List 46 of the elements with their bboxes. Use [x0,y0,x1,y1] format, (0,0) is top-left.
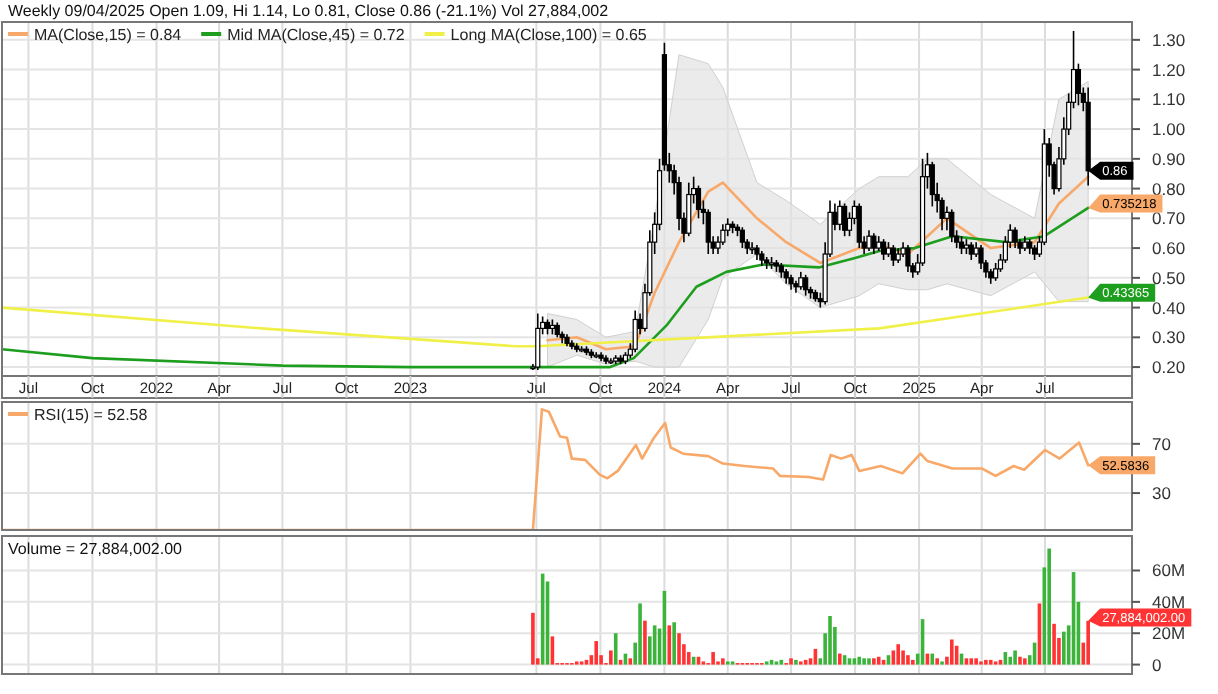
y-tick-label: 0.90 [1152,148,1186,169]
y-tick-label: 0.30 [1152,327,1186,348]
candlestick [1012,226,1018,249]
y-tick-label: 70 [1152,433,1172,454]
candlestick [866,229,872,252]
y-tick-label: 0.40 [1152,297,1186,318]
y-tick-label: 0.50 [1152,267,1186,288]
y-tick-label: 1.20 [1152,59,1186,80]
candlestick [695,184,702,220]
candlestick [856,202,862,249]
candlestick [739,226,745,249]
candlestick [720,223,726,246]
legend-label: Mid MA(Close,45) = 0.72 [227,26,406,44]
y-tick-label: 20M [1152,623,1186,644]
chart-title: Weekly 09/04/2025 Open 1.09, Hi 1.14, Lo 0.81, Close 0.86 (-21.1%) Vol 27,884,002 [8,2,610,20]
candlestick [978,244,984,270]
y-tick-label: 0.70 [1152,208,1186,229]
candlestick [871,232,877,255]
y-tick-label: 30 [1152,483,1172,504]
candlestick [686,181,692,237]
candlestick [890,244,896,267]
y-tick-label: 0.20 [1152,357,1186,378]
candlestick [632,309,638,353]
candlestick [842,202,848,237]
candlestick [880,238,887,261]
candlestick [929,161,935,208]
y-tick-label: 1.30 [1152,29,1186,50]
y-tick-label: 0 [1152,654,1162,675]
chart-title: Volume = 27,884,002.00 [8,540,184,558]
y-tick-label: 0.80 [1152,178,1186,199]
candlestick [949,208,955,243]
candlestick [837,199,843,232]
legend-label: MA(Close,15) = 0.84 [34,26,183,44]
candlestick [803,274,809,297]
legend-label: Long MA(Close,100) = 0.65 [450,26,648,44]
candlestick [705,208,711,255]
candlestick [1075,62,1082,107]
y-tick-label: 1.10 [1152,89,1186,110]
y-tick-label: 0.60 [1152,238,1186,259]
legend-label: RSI(15) = 52.58 [34,406,149,424]
candlestick [535,312,541,371]
y-tick-label: 60M [1152,560,1186,581]
y-tick-label: 40M [1152,591,1186,612]
y-tick-label: 1.00 [1152,119,1186,140]
candlestick [749,241,755,255]
candlestick [905,244,911,273]
